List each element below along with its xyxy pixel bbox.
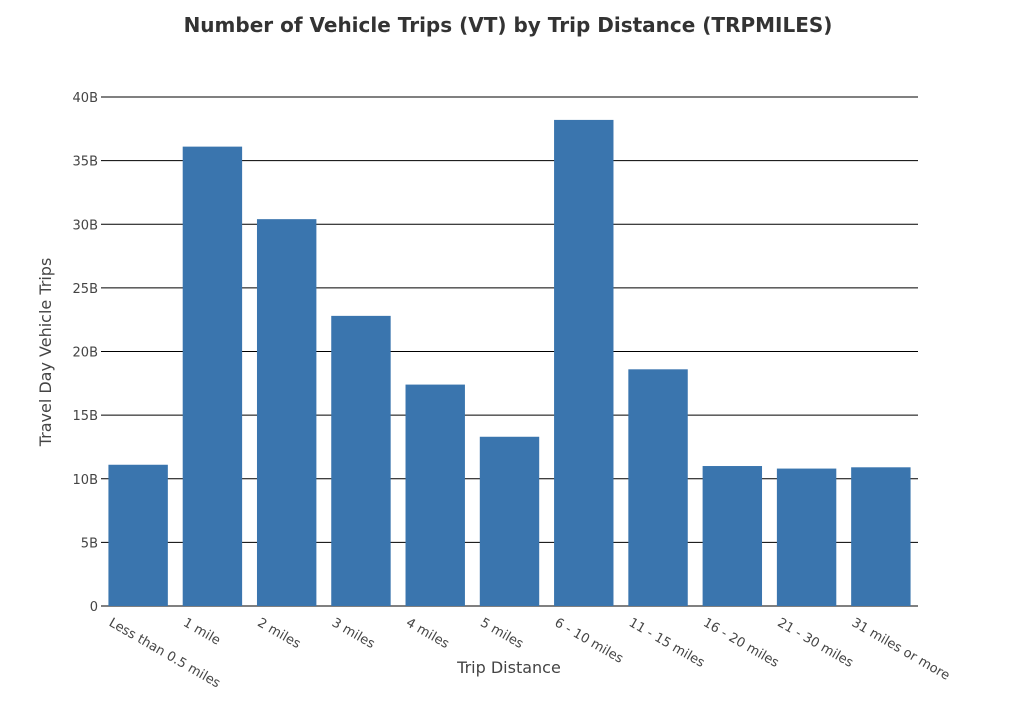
bar: [405, 384, 465, 606]
x-tick-label: 31 miles or more: [849, 615, 952, 683]
bar: [108, 464, 168, 606]
y-tick-label: 0: [90, 600, 98, 615]
x-tick-label: 3 miles: [329, 615, 377, 652]
x-tick-label: 6 - 10 miles: [552, 615, 626, 666]
y-tick-label: 5B: [81, 536, 98, 551]
bar: [851, 467, 911, 606]
bar: [628, 369, 688, 606]
bar: [182, 146, 243, 606]
x-tick-label: 21 - 30 miles: [775, 615, 856, 671]
x-axis-label: Trip Distance: [456, 658, 561, 677]
x-tick-label: 11 - 15 miles: [626, 615, 707, 671]
x-tick-label: 2 miles: [255, 615, 303, 652]
bar: [256, 219, 317, 606]
y-tick-label: 25B: [73, 282, 98, 297]
x-tick-label: 4 miles: [403, 615, 451, 652]
bars: [108, 119, 911, 606]
x-tick-label: 5 miles: [478, 615, 526, 652]
y-tick-label: 30B: [73, 218, 98, 233]
bar: [479, 436, 540, 606]
bar: [776, 468, 837, 606]
y-tick-label: 20B: [73, 346, 98, 361]
bar: [702, 466, 763, 606]
y-tick-label: 35B: [73, 155, 98, 170]
y-tick-label: 40B: [73, 91, 98, 106]
y-axis-ticks: 0 5B 10B 15B 20B 25B 30B 35B 40B: [73, 91, 98, 615]
x-tick-label: 16 - 20 miles: [700, 615, 781, 671]
y-tick-label: 15B: [73, 409, 98, 424]
bar: [554, 119, 614, 606]
chart-title: Number of Vehicle Trips (VT) by Trip Dis…: [184, 13, 833, 37]
x-tick-label: 1 mile: [180, 615, 222, 648]
y-tick-label: 10B: [73, 473, 98, 488]
y-axis-label: Travel Day Vehicle Trips: [36, 258, 55, 448]
bar: [331, 315, 391, 606]
